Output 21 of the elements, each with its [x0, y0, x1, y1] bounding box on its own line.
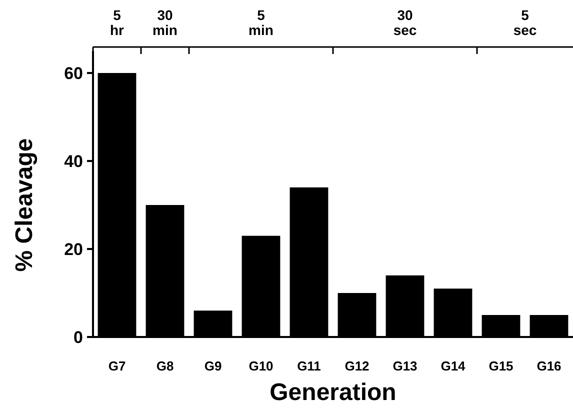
x-tick-label: G14	[440, 358, 466, 374]
x-tick-label: G9	[204, 358, 222, 374]
x-tick-label: G8	[156, 358, 174, 374]
x-tick-label: G7	[108, 358, 126, 374]
text: 5 min	[248, 7, 274, 38]
y-tick-label: 20	[64, 240, 83, 259]
y-axis-title: % Cleavage	[11, 138, 38, 272]
text: 30 sec	[393, 7, 417, 38]
x-tick-label: G13	[392, 358, 418, 374]
x-tick-label: G12	[344, 358, 370, 374]
text: 5 hr	[110, 7, 125, 38]
x-tick-label: G16	[536, 358, 562, 374]
text: 5 sec	[513, 7, 537, 38]
x-tick-label: G11	[297, 358, 321, 374]
y-tick-label: 60	[64, 64, 83, 83]
x-tick-label: G10	[248, 358, 274, 374]
y-tick-label: 0	[74, 328, 83, 347]
y-tick-label: 40	[64, 152, 83, 171]
x-tick-label: G15	[488, 358, 514, 374]
x-axis-title: Generation	[270, 379, 396, 406]
text: 30 min	[152, 7, 178, 38]
